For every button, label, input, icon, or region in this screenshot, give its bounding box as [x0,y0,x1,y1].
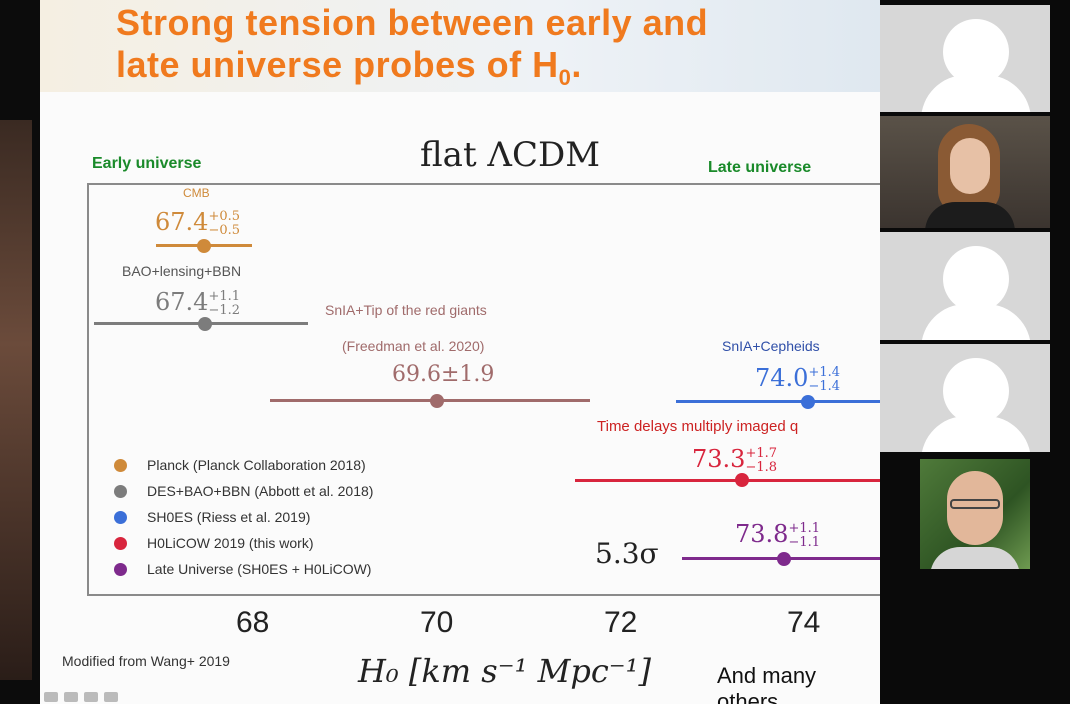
x-tick-68: 68 [236,606,270,639]
pen-icon[interactable] [64,692,78,702]
avatar-body-icon [921,304,1031,340]
trgb-citation: (Freedman et al. 2020) [342,338,485,354]
cmb-value: 67.4+0.5 −0.5 [155,208,241,238]
slide-title-line1: Strong tension between early and [116,2,709,43]
avatar-body-icon [921,75,1031,112]
trgb-point [430,394,444,408]
x-tick-72: 72 [604,606,638,639]
time-delays-value: 73.3+1.7 −1.8 [692,445,778,475]
early-universe-label: Early universe [92,155,202,172]
slide-title-line2: late universe probes of H0. [116,44,582,91]
legend-item: Late Universe (SH0ES + H0LiCOW) [114,556,373,582]
participant-face [950,138,990,194]
avatar-placeholder-icon [943,19,1009,85]
cepheids-errorbar [676,400,880,403]
legend-item: Planck (Planck Collaboration 2018) [114,452,373,478]
participant-tile-3[interactable] [880,232,1050,340]
cmb-label: CMB [183,186,210,200]
cepheids-point [801,395,815,409]
late-universe-value: 73.8+1.1 −1.1 [735,520,821,550]
slide-controls [40,690,170,704]
legend: Planck (Planck Collaboration 2018) DES+B… [114,452,373,582]
x-tick-74: 74 [787,606,821,639]
legend-marker [114,458,127,472]
x-tick-70: 70 [420,606,454,639]
late-universe-point [777,552,791,566]
participant-shirt [925,202,1015,228]
sigma-label: 5.3σ [595,537,659,570]
participant-shirt [930,547,1020,569]
credit-note: Modified from Wang+ 2019 [62,653,230,669]
trgb-label: SnIA+Tip of the red giants [325,302,487,318]
legend-item: DES+BAO+BBN (Abbott et al. 2018) [114,478,373,504]
time-delays-point [735,473,749,487]
legend-item: H0LiCOW 2019 (this work) [114,530,373,556]
slide-header [40,0,880,92]
legend-marker [114,562,127,576]
participant-tile-5[interactable] [920,459,1030,569]
plot-frame [87,183,880,596]
legend-item: SH0ES (Riess et al. 2019) [114,504,373,530]
plot-title: flat ΛCDM [420,135,601,175]
menu-icon[interactable] [84,692,98,702]
next-icon[interactable] [104,692,118,702]
trgb-value: 69.6±1.9 [392,362,495,387]
bao-label: BAO+lensing+BBN [122,263,242,279]
time-delays-errorbar [575,479,880,482]
avatar-body-icon [921,416,1031,452]
glasses-icon [950,499,1000,509]
cepheids-value: 74.0+1.4 −1.4 [755,364,841,394]
bao-point [198,317,212,331]
cepheids-label: SnIA+Cepheids [722,338,820,354]
participant-tile-4[interactable] [880,344,1050,452]
late-universe-label: Late universe [708,159,812,176]
avatar-placeholder-icon [943,358,1009,424]
previous-icon[interactable] [44,692,58,702]
footer-note: And many others... [717,663,817,704]
avatar-placeholder-icon [943,246,1009,312]
legend-marker [114,510,127,524]
left-video-strip [0,0,40,704]
participant-tile-1[interactable] [880,5,1050,112]
x-axis-label: H₀ [km s⁻¹ Mpc⁻¹] [358,652,651,690]
time-delays-label: Time delays multiply imaged q [597,418,799,435]
legend-marker [114,536,127,550]
presentation-slide: Strong tension between early and late un… [40,0,880,704]
participant-tile-2[interactable] [880,116,1050,228]
legend-marker [114,484,127,498]
cmb-point [197,239,211,253]
bao-value: 67.4+1.1 −1.2 [155,288,241,318]
